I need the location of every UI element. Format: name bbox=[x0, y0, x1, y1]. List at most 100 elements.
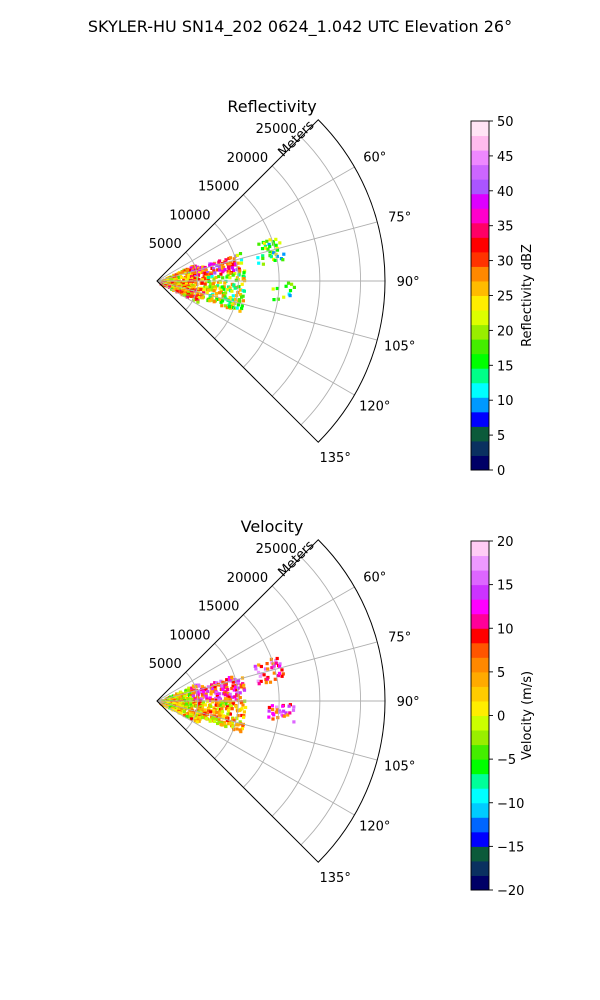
colorbar-segment bbox=[471, 730, 489, 746]
azimuth-tick-label: 135° bbox=[320, 451, 351, 466]
colorbar-segment bbox=[471, 397, 489, 413]
azimuth-spoke-4 bbox=[156, 280, 355, 396]
azimuth-tick-label: 75° bbox=[388, 631, 411, 646]
colorbar-segment bbox=[471, 584, 489, 600]
colorbar-tick-label: 20 bbox=[497, 535, 514, 550]
colorbar-segment bbox=[471, 686, 489, 702]
azimuth-tick-label: 120° bbox=[359, 820, 390, 835]
echo-region-3 bbox=[271, 281, 296, 302]
colorbar-tick-label: 40 bbox=[497, 185, 514, 200]
colorbar-tick-label: 15 bbox=[497, 359, 514, 374]
echo-region-2 bbox=[253, 656, 285, 686]
colorbar-tick-label: 50 bbox=[497, 115, 514, 130]
reflectivity-colorbar: 0 5 10 15 20 25 30 35 40 45 50 Reflectivity dBZ bbox=[470, 115, 535, 479]
colorbar-segment bbox=[471, 237, 489, 253]
azimuth-spoke-3 bbox=[156, 280, 378, 341]
colorbar-segment bbox=[471, 324, 489, 340]
colorbar-tick-label: −10 bbox=[497, 797, 524, 812]
radial-tick-label: 5000 bbox=[149, 657, 182, 672]
radial-tick-label: 25000 bbox=[256, 122, 297, 137]
colorbar-tick-label: 30 bbox=[497, 255, 514, 270]
colorbar-segment bbox=[471, 599, 489, 615]
colorbar-segment bbox=[471, 121, 489, 137]
colorbar-segment bbox=[471, 382, 489, 398]
azimuth-spoke-4 bbox=[156, 700, 355, 816]
colorbar-segment bbox=[471, 802, 489, 818]
colorbar-segment bbox=[471, 251, 489, 267]
radial-tick-label: 20000 bbox=[227, 151, 268, 166]
colorbar-segment bbox=[471, 846, 489, 862]
colorbar-label: Velocity (m/s) bbox=[520, 671, 535, 760]
colorbar-tick-label: 5 bbox=[497, 666, 505, 681]
colorbar-tick-label: 45 bbox=[497, 150, 514, 165]
echo-region-4 bbox=[200, 712, 236, 729]
colorbar-segment bbox=[471, 671, 489, 687]
velocity-title: Velocity bbox=[241, 517, 304, 536]
echo-region-1 bbox=[199, 675, 248, 734]
colorbar-tick-label: 15 bbox=[497, 579, 514, 594]
colorbar-segment bbox=[471, 426, 489, 442]
azimuth-tick-label: 60° bbox=[363, 570, 386, 585]
colorbar-segment bbox=[471, 744, 489, 760]
radial-tick-label: 15000 bbox=[198, 600, 239, 615]
colorbar-segment bbox=[471, 875, 489, 891]
echo-region-2 bbox=[256, 237, 286, 266]
colorbar-segment bbox=[471, 817, 489, 833]
colorbar-segment bbox=[471, 773, 489, 789]
colorbar-segment bbox=[471, 280, 489, 296]
colorbar-segment bbox=[471, 657, 489, 673]
colorbar-tick-label: 5 bbox=[497, 429, 505, 444]
colorbar-tick-label: −15 bbox=[497, 840, 524, 855]
colorbar-segment bbox=[471, 353, 489, 369]
colorbar-tick-label: 10 bbox=[497, 622, 514, 637]
colorbar-tick-label: 25 bbox=[497, 290, 514, 305]
colorbar-segment bbox=[471, 860, 489, 876]
azimuth-spoke-1 bbox=[156, 221, 378, 282]
radial-tick-label: 10000 bbox=[169, 628, 210, 643]
azimuth-tick-label: 105° bbox=[384, 339, 415, 354]
reflectivity-title: Reflectivity bbox=[227, 97, 316, 116]
colorbar-segment bbox=[471, 759, 489, 775]
azimuth-spoke-1 bbox=[156, 641, 378, 702]
sector-outline bbox=[156, 119, 386, 443]
colorbar-segment bbox=[471, 266, 489, 282]
colorbar-tick-label: 0 bbox=[497, 710, 505, 725]
radial-tick-label: 20000 bbox=[227, 571, 268, 586]
azimuth-spoke-0 bbox=[156, 586, 355, 702]
colorbar-tick-label: 35 bbox=[497, 220, 514, 235]
colorbar-segment bbox=[471, 208, 489, 224]
radial-tick-label: 10000 bbox=[169, 208, 210, 223]
colorbar-segment bbox=[471, 570, 489, 586]
colorbar-label: Reflectivity dBZ bbox=[520, 244, 535, 347]
echo-region-1 bbox=[200, 252, 247, 313]
echo-region-3 bbox=[267, 703, 296, 724]
azimuth-tick-label: 60° bbox=[363, 150, 386, 165]
colorbar-segment bbox=[471, 222, 489, 238]
colorbar-segment bbox=[471, 613, 489, 629]
colorbar-segment bbox=[471, 440, 489, 456]
colorbar-segment bbox=[471, 555, 489, 571]
azimuth-spoke-0 bbox=[156, 166, 355, 282]
colorbar-segment bbox=[471, 628, 489, 644]
azimuth-tick-label: 75° bbox=[388, 211, 411, 226]
colorbar-tick-label: −20 bbox=[497, 884, 524, 899]
reflectivity-panel: Reflectivity 500010000150002000025000Met… bbox=[149, 97, 535, 479]
azimuth-tick-label: 120° bbox=[359, 400, 390, 415]
figure-suptitle: SKYLER-HU SN14_202 0624_1.042 UTC Elevat… bbox=[88, 17, 512, 37]
colorbar-segment bbox=[471, 310, 489, 326]
colorbar-segment bbox=[471, 411, 489, 427]
colorbar-segment bbox=[471, 339, 489, 355]
colorbar-tick-label: 20 bbox=[497, 324, 514, 339]
colorbar-segment bbox=[471, 700, 489, 716]
velocity-grid bbox=[156, 539, 386, 863]
radial-tick-label: 15000 bbox=[198, 180, 239, 195]
velocity-colorbar: −20 −15 −10 −5 0 5 10 15 20 Velocity (m/s) bbox=[470, 535, 535, 899]
azimuth-spoke-3 bbox=[156, 700, 378, 761]
colorbar-segment bbox=[471, 179, 489, 195]
colorbar-segment bbox=[471, 831, 489, 847]
azimuth-tick-label: 135° bbox=[320, 871, 351, 886]
colorbar-segment bbox=[471, 150, 489, 166]
